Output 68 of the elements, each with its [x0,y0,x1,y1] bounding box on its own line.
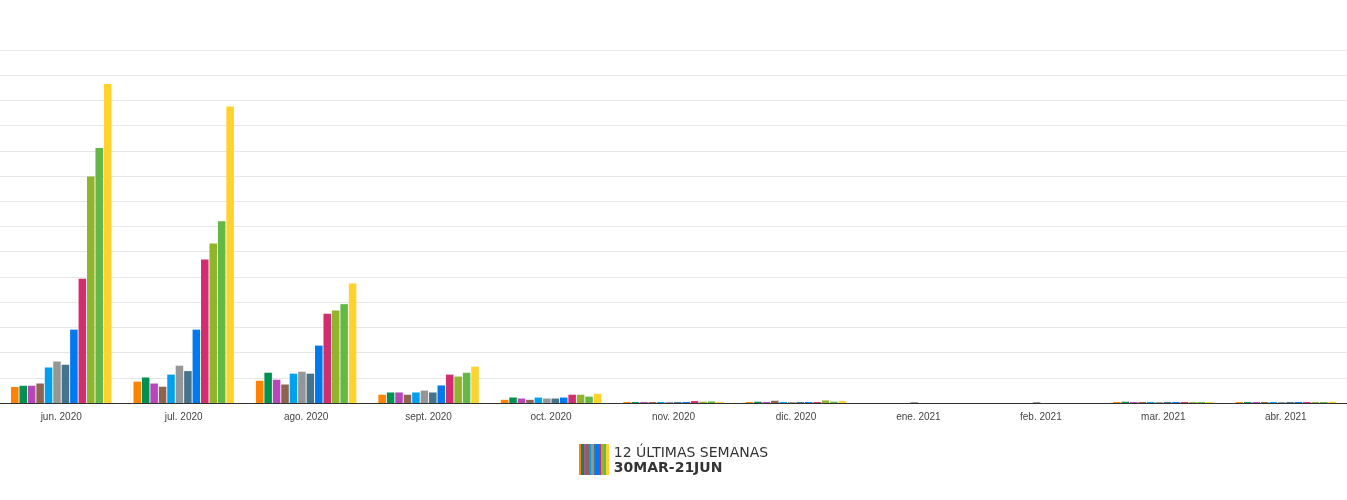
bar [593,393,602,403]
bar [133,381,142,403]
bar [348,283,357,403]
bar [412,392,420,403]
bar [395,392,403,403]
x-tick-label: ago. 2020 [283,410,329,422]
bar [551,398,560,403]
bar [19,385,27,403]
bar [226,106,234,403]
bar [331,310,340,403]
bar [209,243,217,403]
bar [281,384,289,403]
bar [771,400,779,403]
x-tick-label: jul. 2020 [163,410,204,422]
bar [36,383,44,403]
bar [821,400,830,403]
bar [340,304,348,403]
bar [462,372,471,403]
bar [141,377,150,403]
bar [158,386,167,403]
bar [315,345,323,403]
x-tick-label: dic. 2020 [775,410,817,422]
bar [87,176,95,403]
bar [445,374,454,403]
bar [454,376,462,403]
bar [53,361,61,403]
bar [217,221,226,403]
bar [429,392,437,403]
bar [323,313,332,403]
bar [568,394,576,403]
bar [61,364,70,403]
bar [103,84,112,403]
bar [70,329,78,403]
bar [184,371,192,403]
bar [264,372,272,403]
bar [44,367,53,403]
x-tick-label: nov. 2020 [651,410,696,422]
bar [150,383,158,403]
bar [306,373,315,403]
bar [95,147,103,403]
bar [437,385,446,403]
x-tick-label: ene. 2021 [896,410,942,422]
bar [378,394,386,403]
bar [471,366,479,403]
bar [27,385,36,403]
bar [543,398,551,403]
x-tick-label: sept. 2020 [405,410,453,422]
x-tick-label: abr. 2021 [1264,410,1308,422]
bar [11,387,19,403]
bar [192,329,201,403]
bar [289,373,298,403]
bar [78,278,87,403]
text: 12 ÚLTIMAS SEMANAS [613,443,769,460]
bar [298,371,306,403]
text: 30MAR-21JUN [613,458,724,475]
bar [201,259,209,403]
bar [272,379,281,403]
bar [167,374,175,403]
x-tick-label: feb. 2021 [1020,410,1063,422]
x-tick-label: jun. 2020 [39,410,83,422]
bar [585,396,593,403]
bar [386,392,395,403]
bar [526,399,534,403]
x-tick-label: oct. 2020 [530,410,573,422]
bar [255,380,264,403]
x-tick-label: mar. 2021 [1141,410,1186,422]
bar [509,397,517,403]
bar [175,365,184,403]
